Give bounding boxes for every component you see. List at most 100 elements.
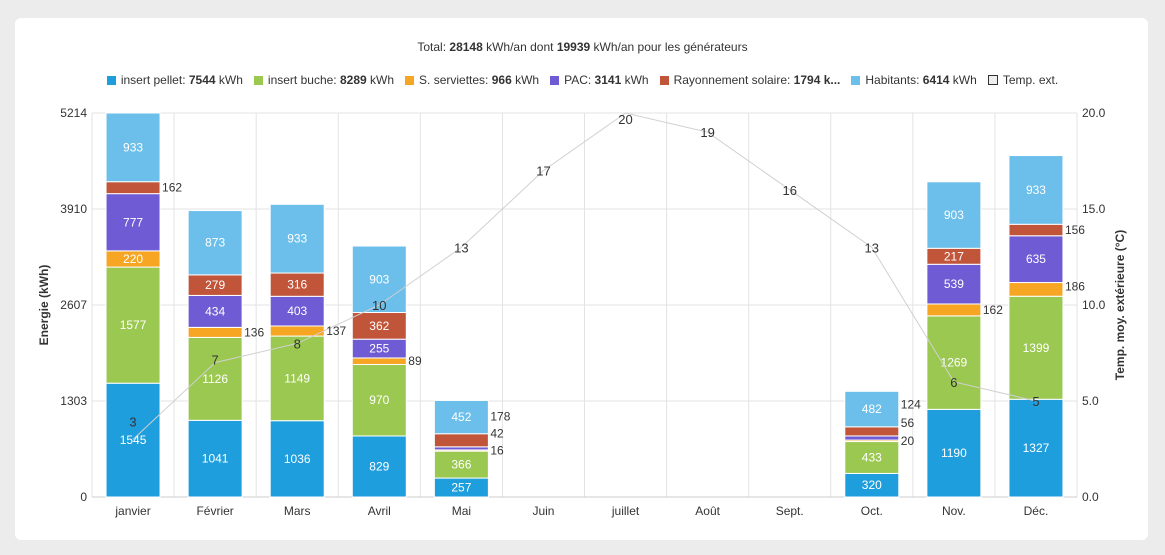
x-tick-label: Mars [284, 504, 311, 518]
x-tick-label: juillet [611, 504, 640, 518]
data-label: 20 [901, 434, 915, 448]
bar-segment [105, 266, 161, 384]
data-label: 1327 [1023, 441, 1050, 455]
bar-segment [269, 295, 325, 327]
temp-label: 5 [1032, 394, 1039, 409]
bar-segment [269, 420, 325, 498]
legend-item[interactable]: Rayonnement solaire: 1794 k... [659, 73, 841, 87]
x-tick-label: Avril [368, 504, 391, 518]
data-label: 452 [451, 410, 471, 424]
legend-swatch [659, 75, 669, 85]
x-tick-label: Juin [532, 504, 554, 518]
temp-label: 10 [372, 298, 386, 313]
bar-segment [1008, 235, 1064, 284]
x-tick-label: Oct. [861, 504, 883, 518]
data-label: 433 [862, 450, 882, 464]
temp-label: 17 [536, 164, 550, 179]
y2-tick-label: 20.0 [1082, 106, 1106, 120]
temp-label: 13 [865, 240, 879, 255]
title-total: 28148 [449, 40, 483, 54]
data-label: 162 [983, 303, 1003, 317]
data-label: 1577 [120, 318, 147, 332]
bar-segment [844, 426, 900, 437]
legend-swatch [851, 75, 861, 85]
legend-swatch [550, 75, 560, 85]
data-label: 777 [123, 215, 143, 229]
x-tick-label: Nov. [942, 504, 966, 518]
temp-label: 16 [782, 183, 796, 198]
data-label: 320 [862, 478, 882, 492]
temp-label: 6 [950, 375, 957, 390]
temp-label: 7 [212, 353, 219, 368]
temp-label: 13 [454, 240, 468, 255]
title-prefix: Total: [417, 40, 450, 54]
data-label: 933 [123, 140, 143, 154]
legend-item[interactable]: S. serviettes: 966 kWh [405, 73, 539, 87]
legend-label: insert buche: 8289 kWh [267, 73, 395, 87]
bar-segment [1008, 155, 1064, 225]
data-label: 316 [287, 278, 307, 292]
x-tick-label: Août [695, 504, 720, 518]
data-label: 933 [1026, 183, 1046, 197]
legend-swatch [405, 75, 415, 85]
y-axis-title: Energie (kWh) [37, 265, 51, 346]
bar-segment [351, 364, 407, 437]
y-tick-label: 5214 [60, 106, 87, 120]
legend-swatch [106, 75, 116, 85]
bar-segment [187, 419, 243, 498]
bar-segment [105, 181, 161, 195]
x-tick-label: janvier [114, 504, 150, 518]
data-label: 362 [369, 319, 389, 333]
data-label: 136 [244, 325, 264, 339]
title-generators: 19939 [556, 40, 591, 54]
bar-segment [926, 181, 982, 249]
legend-label: Habitants: 6414 kWh [865, 73, 977, 87]
bar-segment [926, 408, 982, 498]
bar-segment [433, 433, 489, 448]
bar-segment [269, 203, 325, 274]
y-tick-label: 0 [80, 490, 87, 504]
data-label: 89 [408, 354, 422, 368]
legend-item[interactable]: Habitants: 6414 kWh [851, 73, 977, 87]
data-label: 255 [369, 342, 389, 356]
x-tick-label: Déc. [1024, 504, 1049, 518]
legend-label: Rayonnement solaire: 1794 k... [673, 73, 841, 87]
y-tick-label: 2607 [60, 298, 87, 312]
data-label: 635 [1026, 252, 1046, 266]
bar-segment [844, 435, 900, 441]
y2-tick-label: 5.0 [1082, 394, 1099, 408]
bar-segment [433, 450, 489, 479]
temp-line [132, 112, 1037, 440]
y2-tick-label: 15.0 [1082, 202, 1106, 216]
data-label: 178 [490, 409, 510, 423]
chart-title: Total: 28148 kWh/an dont 19939 kWh/an po… [0, 40, 1165, 54]
data-label: 220 [123, 252, 143, 266]
temp-label: 3 [129, 414, 136, 429]
y2-axis-title: Temp. moy. extérieure (°C) [1113, 230, 1127, 380]
y2-tick-label: 10.0 [1082, 298, 1106, 312]
data-label: 1036 [284, 452, 311, 466]
data-label: 1399 [1023, 341, 1050, 355]
data-label: 434 [205, 304, 225, 318]
bar-segment [105, 193, 161, 252]
bar-segment [1008, 398, 1064, 498]
bar-segment [926, 263, 982, 305]
legend-label: Temp. ext. [1002, 73, 1059, 87]
x-tick-label: Mai [452, 504, 471, 518]
legend: insert pellet: 7544 kWh insert buche: 828… [20, 73, 1145, 87]
data-label: 933 [287, 232, 307, 246]
data-label: 539 [944, 277, 964, 291]
legend-item-temp[interactable]: Temp. ext. [987, 73, 1059, 87]
data-label: 1126 [202, 372, 228, 386]
legend-item[interactable]: insert pellet: 7544 kWh [106, 73, 243, 87]
legend-item[interactable]: insert buche: 8289 kWh [253, 73, 395, 87]
bar-segment [269, 335, 325, 422]
legend-item[interactable]: PAC: 3141 kWh [550, 73, 649, 87]
data-label: 1149 [284, 371, 310, 385]
bar-segment [187, 326, 243, 338]
data-label: 137 [326, 324, 346, 338]
data-label: 217 [944, 249, 964, 263]
data-label: 162 [162, 181, 182, 195]
